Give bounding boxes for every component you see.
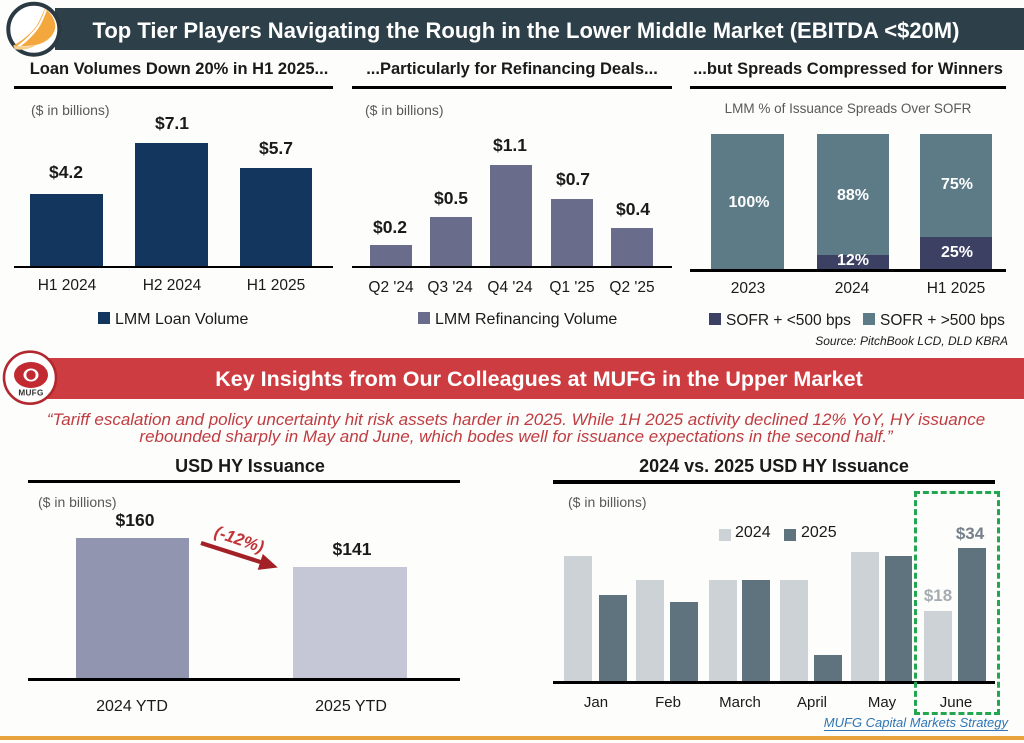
svg-text:MUFG: MUFG <box>18 389 43 398</box>
